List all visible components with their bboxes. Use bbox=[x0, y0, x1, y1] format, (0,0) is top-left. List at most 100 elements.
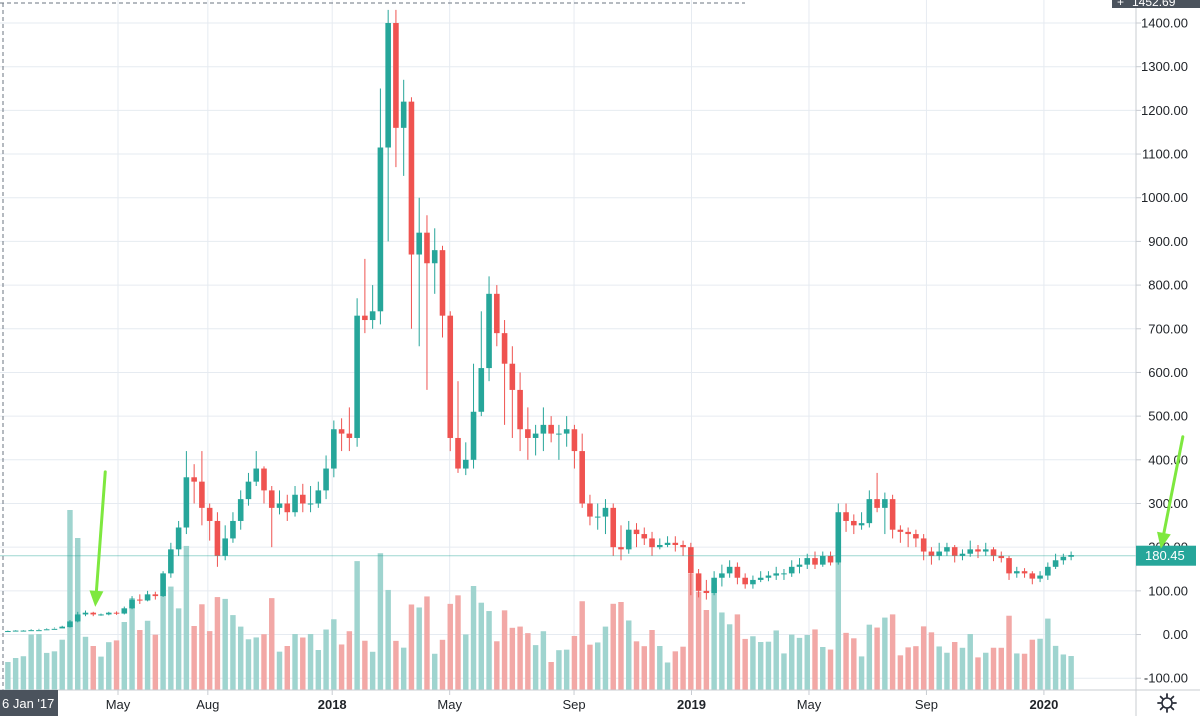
price-tick-label: 400.00 bbox=[1148, 452, 1188, 467]
volume-bar bbox=[975, 657, 981, 690]
settings-icon[interactable] bbox=[1157, 693, 1177, 713]
candle-body bbox=[105, 612, 112, 615]
volume-bar bbox=[874, 627, 880, 690]
volume-bar bbox=[594, 642, 601, 690]
candle-body bbox=[90, 612, 97, 615]
volume-bar bbox=[750, 636, 756, 690]
volume-bar bbox=[191, 626, 197, 690]
volume-bar bbox=[28, 634, 34, 690]
price-tick-label: 600.00 bbox=[1148, 365, 1188, 380]
volume-bar bbox=[1037, 638, 1043, 690]
volume-bar bbox=[1021, 653, 1028, 690]
candle-body bbox=[594, 516, 601, 518]
time-tick-label: May bbox=[797, 697, 822, 712]
volume-bar bbox=[928, 632, 935, 690]
candle-body bbox=[672, 542, 679, 545]
candle-body bbox=[625, 529, 632, 550]
price-tick-label: 100.00 bbox=[1148, 583, 1188, 598]
candle-body bbox=[858, 523, 865, 526]
annotation-arrows bbox=[89, 435, 1185, 607]
volume-bar bbox=[602, 626, 609, 690]
candle-body bbox=[610, 507, 617, 548]
volume-bar bbox=[106, 642, 112, 690]
candle-body bbox=[144, 594, 151, 601]
volume-bar bbox=[331, 619, 337, 690]
price-axis[interactable]: 1400.00 1300.00 1200.00 1100.00 1000.00 900.0… bbox=[1136, 16, 1188, 686]
price-tick-label: 1200.00 bbox=[1141, 103, 1188, 118]
candle-body bbox=[719, 573, 725, 578]
volume-bar bbox=[98, 656, 104, 690]
volume-bar bbox=[292, 634, 298, 690]
volume-bar bbox=[12, 658, 19, 690]
volume-bar bbox=[354, 561, 360, 690]
candle-body bbox=[913, 534, 919, 539]
volume-bar bbox=[20, 656, 27, 690]
crosshair-date-label: 6 Jan '17 bbox=[2, 696, 54, 711]
volume-bar bbox=[571, 635, 578, 690]
time-axis[interactable]: May Aug 2018 May Sep 2019 May Sep 2020 bbox=[106, 690, 1059, 712]
volume-bar bbox=[1014, 653, 1020, 690]
price-tick-label: 900.00 bbox=[1148, 234, 1188, 249]
volume-bar bbox=[470, 586, 477, 690]
candle-body bbox=[43, 629, 50, 631]
volume-bar bbox=[447, 603, 453, 690]
volume-bar bbox=[82, 636, 89, 690]
volume-bar bbox=[587, 644, 593, 690]
volume-bar bbox=[284, 646, 290, 690]
volume-bar bbox=[983, 652, 989, 690]
candle-body bbox=[781, 573, 787, 575]
candle-body bbox=[990, 549, 997, 556]
volume-bar bbox=[494, 641, 500, 690]
candle-body bbox=[812, 558, 818, 565]
volume-bar bbox=[1068, 656, 1074, 690]
candle-body bbox=[1045, 566, 1051, 576]
candle-body bbox=[843, 512, 849, 521]
volume-bar bbox=[501, 610, 508, 690]
candle-body bbox=[331, 429, 337, 469]
volume-bar bbox=[812, 629, 818, 690]
candle-body bbox=[276, 503, 283, 508]
candle-body bbox=[711, 577, 717, 594]
volume-bar bbox=[307, 634, 314, 690]
candle-body bbox=[284, 503, 291, 513]
volume-bar bbox=[237, 626, 244, 690]
candle-body bbox=[548, 424, 554, 434]
crosshair-price-tag: 1452.69 + bbox=[1112, 0, 1200, 9]
candle-body bbox=[680, 544, 686, 548]
volume-bar bbox=[757, 642, 764, 690]
current-price-label: 180.45 bbox=[1145, 548, 1185, 563]
volume-bar bbox=[369, 651, 376, 690]
candle-body bbox=[51, 628, 58, 630]
volume-bar bbox=[206, 631, 213, 690]
candle-body bbox=[486, 293, 492, 369]
volume-bars bbox=[5, 510, 1074, 690]
candle-body bbox=[897, 529, 904, 532]
candle-body bbox=[121, 608, 128, 614]
candle-body bbox=[579, 451, 585, 504]
volume-bar bbox=[400, 647, 407, 690]
volume-bar bbox=[866, 624, 873, 690]
volume-bar bbox=[851, 638, 857, 690]
volume-bar bbox=[160, 574, 166, 690]
volume-bar bbox=[990, 647, 997, 690]
candle-body bbox=[237, 499, 244, 521]
candle-body bbox=[827, 555, 834, 563]
volume-bar bbox=[827, 649, 834, 690]
candle-body bbox=[67, 621, 73, 628]
volume-bar bbox=[509, 627, 516, 690]
candle-body bbox=[307, 503, 314, 505]
time-tick-label: 2020 bbox=[1029, 697, 1058, 712]
candle-body bbox=[113, 612, 120, 614]
candle-body bbox=[889, 499, 896, 530]
candle-body bbox=[230, 520, 236, 539]
volume-bar bbox=[315, 650, 322, 690]
volume-bar bbox=[261, 634, 267, 690]
candle-body bbox=[400, 101, 407, 128]
candle-body bbox=[967, 549, 974, 554]
candle-body bbox=[12, 630, 19, 632]
candle-body bbox=[338, 429, 345, 434]
volume-bar bbox=[393, 640, 399, 690]
candlesticks bbox=[5, 9, 1074, 633]
candle-body bbox=[416, 232, 423, 255]
